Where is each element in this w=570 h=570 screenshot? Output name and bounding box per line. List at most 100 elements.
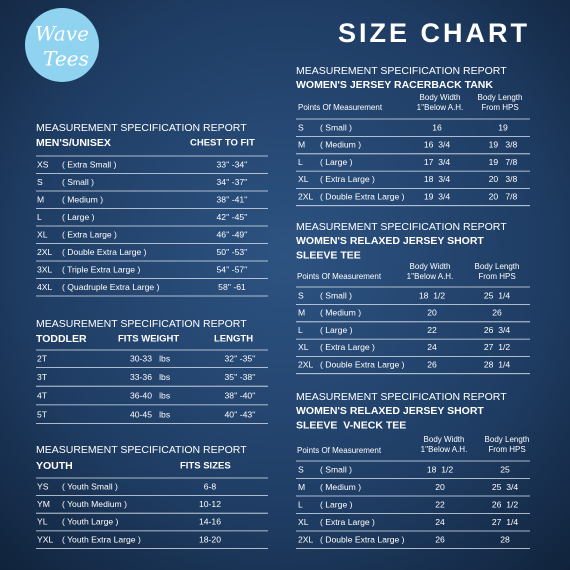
table-cell: 20: [435, 482, 445, 492]
table-cell: 36-40 lbs: [130, 391, 170, 401]
table-cell: 19 7/8: [489, 157, 518, 167]
table-cell: 20: [427, 308, 437, 318]
report-title: MEASUREMENT SPECIFICATION REPORT: [36, 444, 247, 456]
table-cell: XL: [298, 342, 309, 352]
table-cell: 22: [427, 325, 437, 335]
spec-table: MEASUREMENT SPECIFICATION REPORT WOMEN'S …: [296, 391, 530, 549]
table-cell: M: [298, 482, 305, 492]
table-cell: 46'' -49'': [217, 229, 248, 239]
table-cell: ( Double Extra Large ): [320, 359, 405, 369]
column-header: Body Length: [478, 93, 523, 102]
table-cell: ( Double Extra Large ): [320, 191, 405, 201]
table-cell: YS: [37, 481, 49, 491]
table-cell: ( Extra Large ): [320, 342, 375, 352]
table-cell: ( Small ): [320, 122, 352, 132]
table-cell: 24: [427, 342, 437, 352]
report-title: MEASUREMENT SPECIFICATION REPORT: [296, 221, 507, 233]
table-cell: 20 3/8: [489, 174, 518, 184]
column-header: CHEST TO FIT: [190, 138, 255, 149]
table-cell: 4XL: [37, 282, 53, 292]
table-cell: M: [298, 308, 305, 318]
column-header: 1''Below A.H.: [421, 445, 468, 454]
column-header: Body Length: [485, 435, 530, 444]
table-cell: 6-8: [204, 481, 217, 491]
table-cell: ( Quadruple Extra Large ): [62, 282, 160, 292]
table-cell: ( Large ): [62, 212, 95, 222]
table-cell: 3T: [37, 372, 48, 382]
column-header: Points Of Measurement: [298, 103, 383, 112]
table-cell: 38'' -40'': [225, 391, 256, 401]
report-title: MEASUREMENT SPECIFICATION REPORT: [36, 318, 247, 330]
table-cell: 30-33 lbs: [130, 353, 170, 363]
table-cell: ( Small ): [320, 290, 352, 300]
table-cell: S: [298, 290, 304, 300]
column-header: 1''Below A.H.: [417, 103, 464, 112]
column-header: From HPS: [478, 272, 515, 281]
spec-table: MEASUREMENT SPECIFICATION REPORT MEN'S/UN…: [36, 122, 268, 297]
table-heading: MEN'S/UNISEX: [36, 137, 111, 149]
column-header: FITS WEIGHT: [118, 334, 179, 345]
table-cell: L: [298, 157, 303, 167]
table-cell: 19 3/8: [489, 140, 518, 150]
table-cell: L: [298, 325, 303, 335]
table-cell: 20 7/8: [489, 191, 518, 201]
table-cell: ( Youth Small ): [62, 481, 118, 491]
table-cell: 33-36 lbs: [130, 372, 170, 382]
table-cell: ( Small ): [320, 464, 352, 474]
table-cell: ( Medium ): [320, 140, 361, 150]
table-heading: WOMEN'S JERSEY RACERBACK TANK: [296, 79, 493, 91]
table-cell: 17 3/4: [424, 157, 451, 167]
table-cell: 58'' -61: [218, 282, 246, 292]
table-cell: 22: [435, 499, 445, 509]
logo-circle: [25, 8, 99, 82]
table-cell: ( Extra Large ): [320, 517, 375, 527]
table-cell: ( Large ): [320, 499, 353, 509]
column-header: Body Width: [410, 262, 451, 271]
column-header: 1''Below A.H.: [407, 272, 454, 281]
table-cell: 35'' -38'': [225, 372, 256, 382]
table-heading: SLEEVE TEE: [296, 249, 361, 261]
table-heading: WOMEN'S RELAXED JERSEY SHORT: [296, 405, 484, 417]
table-cell: L: [298, 499, 303, 509]
table-cell: 3XL: [37, 264, 53, 274]
report-title: MEASUREMENT SPECIFICATION REPORT: [36, 122, 247, 134]
table-cell: 18 1/2: [419, 290, 446, 300]
table-cell: ( Medium ): [62, 194, 103, 204]
report-title: MEASUREMENT SPECIFICATION REPORT: [296, 65, 507, 77]
table-cell: 27 1/2: [484, 342, 511, 352]
table-cell: 18 1/2: [427, 464, 454, 474]
table-cell: 2T: [37, 353, 48, 363]
table-cell: 25 1/4: [484, 290, 511, 300]
table-heading: YOUTH: [36, 460, 73, 472]
table-cell: S: [298, 464, 304, 474]
table-cell: YL: [37, 517, 48, 527]
page-title: SIZE CHART: [338, 18, 530, 48]
table-cell: 16: [432, 122, 442, 132]
table-cell: XL: [298, 174, 309, 184]
table-cell: 26 1/2: [492, 499, 519, 509]
table-cell: 25 3/4: [492, 482, 519, 492]
table-cell: YM: [37, 499, 50, 509]
table-heading: SLEEVE V-NECK TEE: [296, 419, 406, 431]
column-header: From HPS: [481, 103, 518, 112]
table-cell: 28 1/4: [484, 359, 511, 369]
table-cell: 4T: [37, 391, 48, 401]
table-cell: ( Extra Small ): [62, 159, 117, 169]
table-cell: M: [37, 194, 44, 204]
table-cell: 19 3/4: [424, 191, 451, 201]
table-cell: 2XL: [37, 247, 53, 257]
column-header: Body Width: [424, 435, 465, 444]
table-cell: 10-12: [199, 499, 221, 509]
table-cell: 26: [492, 308, 502, 318]
table-cell: 18-20: [199, 534, 221, 544]
spec-table: MEASUREMENT SPECIFICATION REPORT WOMEN'S …: [296, 221, 530, 375]
table-cell: 27 1/4: [492, 517, 519, 527]
logo-text: Wave: [35, 22, 89, 46]
table-cell: 16 3/4: [424, 140, 451, 150]
spec-table: MEASUREMENT SPECIFICATION REPORT TODDLER F…: [36, 318, 268, 425]
table-cell: 50'' -53'': [217, 247, 248, 257]
table-cell: ( Medium ): [320, 482, 361, 492]
table-cell: M: [298, 140, 305, 150]
